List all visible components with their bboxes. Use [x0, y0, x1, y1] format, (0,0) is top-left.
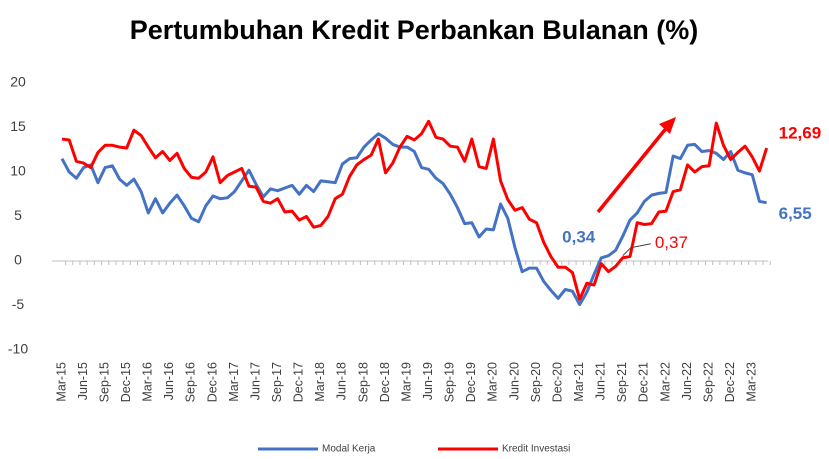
- y-tick-label: 15: [10, 118, 26, 134]
- x-tick-label: Sep-15: [97, 362, 111, 402]
- x-tick-label: Sep-22: [701, 362, 715, 402]
- x-tick-label: Dec-20: [550, 362, 564, 402]
- x-tick-label: Mar-16: [141, 362, 155, 402]
- x-tick-label: Jun-19: [421, 362, 435, 400]
- data-label: 0,37: [655, 233, 688, 252]
- y-tick-label: -5: [12, 296, 25, 312]
- x-tick-label: Mar-15: [54, 362, 68, 402]
- x-tick-label: Dec-21: [637, 362, 651, 402]
- x-tick-label: Dec-16: [205, 362, 219, 402]
- legend-label: Kredit Investasi: [502, 444, 570, 455]
- data-label: 6,55: [779, 204, 812, 223]
- x-tick-label: Dec-15: [119, 362, 133, 402]
- x-tick-label: Mar-19: [399, 362, 413, 402]
- label-leader: [622, 243, 651, 257]
- y-tick-label: 0: [14, 252, 22, 268]
- x-tick-label: Mar-22: [658, 362, 672, 402]
- x-tick-label: Mar-20: [486, 362, 500, 402]
- x-tick-label: Jun-16: [162, 362, 176, 400]
- x-tick-label: Mar-23: [745, 362, 759, 402]
- x-tick-label: Mar-17: [227, 362, 241, 402]
- x-tick-label: Mar-21: [572, 362, 586, 402]
- chart-title: Pertumbuhan Kredit Perbankan Bulanan (%): [130, 15, 699, 45]
- x-tick-label: Sep-17: [270, 362, 284, 402]
- x-tick-label: Dec-19: [464, 362, 478, 402]
- x-tick-label: Sep-19: [443, 362, 457, 402]
- trend-arrow-head: [659, 117, 676, 134]
- y-tick-label: 10: [10, 163, 26, 179]
- x-tick-label: Dec-18: [378, 362, 392, 402]
- y-tick-label: 5: [14, 207, 22, 223]
- x-tick-label: Jun-22: [680, 362, 694, 400]
- legend-label: Modal Kerja: [322, 444, 376, 455]
- x-tick-label: Sep-16: [184, 362, 198, 402]
- series-line: [60, 132, 767, 307]
- x-tick-label: Sep-20: [529, 362, 543, 402]
- x-tick-label: Jun-17: [248, 362, 262, 400]
- x-tick-label: Mar-18: [313, 362, 327, 402]
- trend-arrow: [596, 124, 670, 214]
- x-tick-label: Dec-17: [292, 362, 306, 402]
- x-tick-label: Jun-18: [335, 362, 349, 400]
- x-tick-label: Jun-20: [507, 362, 521, 400]
- series-line: [61, 119, 769, 301]
- x-tick-label: Sep-21: [615, 362, 629, 402]
- y-tick-label: -10: [8, 341, 28, 357]
- x-tick-label: Sep-18: [356, 362, 370, 402]
- data-label: 12,69: [779, 124, 822, 143]
- x-tick-label: Dec-22: [723, 362, 737, 402]
- x-tick-label: Jun-21: [594, 362, 608, 400]
- x-tick-label: Jun-15: [76, 362, 90, 400]
- data-label: 0,34: [562, 227, 596, 246]
- y-tick-label: 20: [10, 74, 26, 90]
